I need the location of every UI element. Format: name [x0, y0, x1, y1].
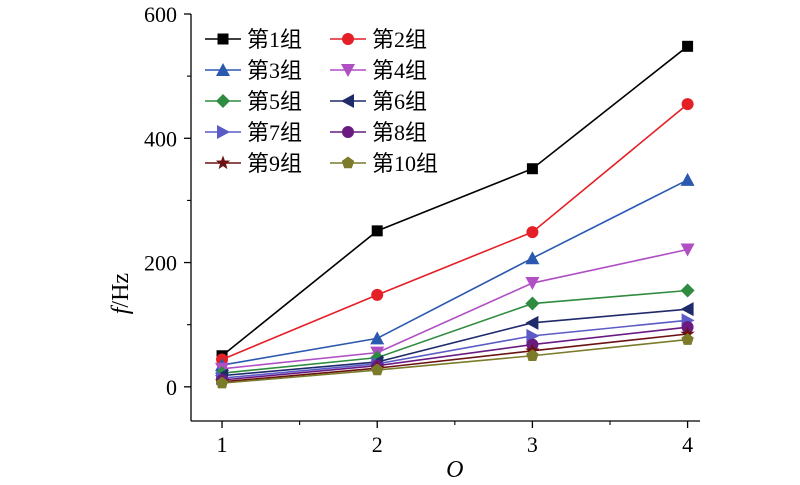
- data-point: [680, 283, 695, 298]
- legend-label: 第10组: [372, 151, 438, 176]
- y-axis-title: f/Hz: [108, 273, 134, 314]
- series-line: [221, 338, 688, 384]
- legend-item: 第2组: [330, 27, 427, 52]
- legend-item: 第4组: [330, 58, 427, 83]
- data-point: [525, 277, 540, 291]
- x-tick-label: 3: [527, 432, 538, 457]
- data-point: [680, 243, 695, 257]
- series-line: [221, 289, 688, 374]
- legend-label: 第3组: [247, 58, 302, 83]
- legend-label: 第1组: [247, 27, 302, 52]
- legend-item: 第1组: [205, 27, 302, 52]
- data-point: [526, 163, 538, 175]
- data-point: [215, 376, 229, 389]
- series-line: [221, 319, 688, 379]
- series-line: [221, 326, 688, 381]
- legend-marker: [341, 156, 355, 169]
- data-point: [371, 363, 384, 376]
- data-point: [680, 302, 694, 317]
- y-tick-label: 200: [144, 251, 177, 276]
- data-point: [526, 349, 539, 362]
- legend-item: 第10组: [330, 151, 438, 176]
- x-tick-label: 2: [372, 432, 383, 457]
- x-tick-label: 4: [682, 432, 693, 457]
- series-line: [221, 45, 689, 357]
- legend-item: 第8组: [330, 120, 427, 145]
- legend-label: 第4组: [372, 58, 427, 83]
- legend-label: 第7组: [247, 120, 302, 145]
- y-tick-label: 600: [144, 2, 177, 27]
- series-9: [214, 326, 695, 388]
- legend-label: 第2组: [372, 27, 427, 52]
- series-line: [221, 248, 688, 370]
- data-point: [526, 226, 539, 239]
- axes: 1 2 3 4 0 200 400 600: [144, 2, 700, 457]
- plot-area: [214, 40, 695, 389]
- legend-marker: [342, 126, 354, 138]
- legend-label: 第8组: [372, 120, 427, 145]
- legend-marker: [216, 94, 230, 108]
- data-point: [371, 288, 384, 301]
- series-2: [216, 98, 694, 366]
- legend-marker: [341, 94, 354, 108]
- series-line: [221, 103, 689, 361]
- legend-marker: [342, 33, 354, 45]
- legend-marker: [217, 125, 230, 139]
- y-tick-label: 400: [144, 126, 177, 151]
- data-point: [371, 225, 383, 237]
- legend-label: 第5组: [247, 89, 302, 114]
- data-point: [682, 40, 694, 52]
- data-point: [681, 98, 694, 111]
- legend-item: 第9组: [205, 151, 302, 176]
- x-axis-title: O: [446, 457, 463, 483]
- data-point: [680, 172, 695, 186]
- x-tick-label: 1: [217, 432, 228, 457]
- series-line: [221, 333, 688, 383]
- series-10: [215, 333, 694, 389]
- legend-label: 第9组: [247, 151, 302, 176]
- series-line: [221, 308, 688, 377]
- legend-marker: [216, 63, 230, 76]
- data-point: [525, 251, 540, 265]
- y-axis-title-unit: /Hz: [108, 273, 134, 308]
- legend-item: 第5组: [205, 89, 302, 114]
- y-tick-label: 0: [166, 375, 177, 400]
- series-6: [215, 302, 694, 383]
- legend-item: 第7组: [205, 120, 302, 145]
- legend-marker: [217, 33, 229, 45]
- y-axis-title-symbol: f: [108, 304, 134, 314]
- legend-item: 第3组: [205, 58, 302, 83]
- data-point: [681, 333, 694, 345]
- data-point: [525, 296, 540, 311]
- legend-label: 第6组: [372, 89, 427, 114]
- data-point: [525, 315, 539, 330]
- legend-marker: [215, 155, 231, 170]
- legend-item: 第6组: [330, 89, 427, 114]
- data-point: [370, 331, 385, 345]
- legend-marker: [341, 64, 355, 77]
- series-line: [221, 179, 688, 366]
- series-5: [215, 283, 695, 381]
